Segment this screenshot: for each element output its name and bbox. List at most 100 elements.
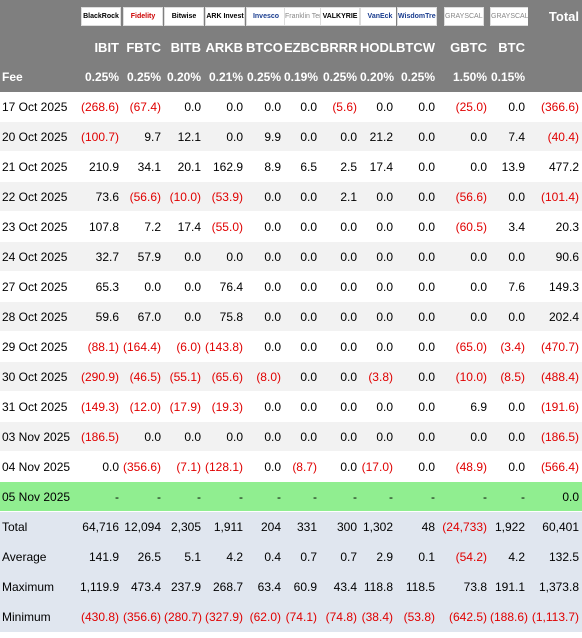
flow-cell: (12.0) bbox=[122, 392, 164, 422]
summary-cell: 48 bbox=[396, 512, 438, 542]
flow-cell: 0.0 bbox=[490, 182, 528, 212]
row-date: 05 Nov 2025 bbox=[0, 482, 80, 512]
summary-cell: 5.1 bbox=[164, 542, 204, 572]
summary-label: Average bbox=[0, 542, 80, 572]
flow-cell: 0.0 bbox=[246, 242, 284, 272]
row-date: 21 Oct 2025 bbox=[0, 152, 80, 182]
flow-cell: 0.0 bbox=[246, 92, 284, 122]
flow-cell: - bbox=[164, 482, 204, 512]
summary-rows: Total 64,716 12,094 2,305 1,911 204 331 300 1,30… bbox=[0, 512, 582, 632]
flow-cell: 0.0 bbox=[360, 422, 396, 452]
table-row: 17 Oct 2025 (268.6) (67.4) 0.0 0.0 0.0 0.0 (5.6… bbox=[0, 92, 582, 122]
summary-cell: (53.8) bbox=[396, 602, 438, 632]
flow-cell: 0.0 bbox=[438, 422, 490, 452]
flow-cell: 0.0 bbox=[204, 122, 246, 152]
summary-cell: 63.4 bbox=[246, 572, 284, 602]
flow-cell: 0.0 bbox=[360, 212, 396, 242]
flow-cell: (268.6) bbox=[80, 92, 122, 122]
summary-cell: 300 bbox=[320, 512, 360, 542]
flow-cell: 0.0 bbox=[80, 452, 122, 482]
flow-cell: 0.0 bbox=[284, 92, 320, 122]
flow-cell: 0.0 bbox=[320, 422, 360, 452]
flow-cell: 0.0 bbox=[438, 122, 490, 152]
summary-label: Minimum bbox=[0, 602, 80, 632]
flow-cell: 0.0 bbox=[320, 392, 360, 422]
ticker: EZBC bbox=[284, 32, 320, 62]
summary-cell: 1,302 bbox=[360, 512, 396, 542]
flow-cell: - bbox=[490, 482, 528, 512]
summary-row: Minimum (430.8) (356.6) (280.7) (327.9) (62.0… bbox=[0, 602, 582, 632]
flow-cell: 0.0 bbox=[490, 302, 528, 332]
table-row: 05 Nov 2025- - - - - - - - - - -0.0 bbox=[0, 482, 582, 512]
flow-cell: (290.9) bbox=[80, 362, 122, 392]
flow-cell: (149.3) bbox=[80, 392, 122, 422]
flow-cell: (48.9) bbox=[438, 452, 490, 482]
flow-cell: 210.9 bbox=[80, 152, 122, 182]
fidelity-logo: Fidelity bbox=[123, 6, 163, 26]
flow-cell: 0.0 bbox=[246, 452, 284, 482]
flow-cell: 0.0 bbox=[360, 242, 396, 272]
summary-cell: (356.6) bbox=[122, 602, 164, 632]
row-date: 20 Oct 2025 bbox=[0, 122, 80, 152]
flow-cell: 32.7 bbox=[80, 242, 122, 272]
summary-label: Total bbox=[0, 512, 80, 542]
summary-cell: 43.4 bbox=[320, 572, 360, 602]
flow-cell: 59.6 bbox=[80, 302, 122, 332]
row-date: 03 Nov 2025 bbox=[0, 422, 80, 452]
fee-value: 0.19% bbox=[284, 62, 320, 92]
row-date: 23 Oct 2025 bbox=[0, 212, 80, 242]
fee-value: 0.20% bbox=[360, 62, 396, 92]
flow-cell: 67.0 bbox=[122, 302, 164, 332]
summary-cell: (74.1) bbox=[284, 602, 320, 632]
flow-cell: 13.9 bbox=[490, 152, 528, 182]
ticker: GBTC bbox=[438, 32, 490, 62]
blackrock-logo: BlackRock bbox=[81, 6, 121, 26]
flow-cell: 0.0 bbox=[246, 332, 284, 362]
flow-cell: 0.0 bbox=[122, 422, 164, 452]
summary-cell: 1,119.9 bbox=[80, 572, 122, 602]
flow-cell: (17.0) bbox=[360, 452, 396, 482]
flow-cell: 21.2 bbox=[360, 122, 396, 152]
flow-cell: (56.6) bbox=[122, 182, 164, 212]
ticker: ARKB bbox=[204, 32, 246, 62]
flow-cell: (8.5) bbox=[490, 362, 528, 392]
summary-cell: 60.9 bbox=[284, 572, 320, 602]
flow-cell: 0.0 bbox=[284, 302, 320, 332]
summary-cell: 268.7 bbox=[204, 572, 246, 602]
summary-cell: 4.2 bbox=[204, 542, 246, 572]
table-row: 03 Nov 2025 (186.5) 0.0 0.0 0.0 0.0 0.0 0.0 0.0 0… bbox=[0, 422, 582, 452]
flow-cell: (40.4) bbox=[528, 122, 582, 152]
flow-cell: (55.1) bbox=[164, 362, 204, 392]
flow-cell: 0.0 bbox=[396, 242, 438, 272]
flow-cell: (143.8) bbox=[204, 332, 246, 362]
flow-cell: 0.0 bbox=[164, 92, 204, 122]
ticker: BITB bbox=[164, 32, 204, 62]
fee-value: 0.15% bbox=[490, 62, 528, 92]
summary-row: Total 64,716 12,094 2,305 1,911 204 331 300 1,30… bbox=[0, 512, 582, 542]
ticker: BTC bbox=[490, 32, 528, 62]
flow-cell: (10.0) bbox=[164, 182, 204, 212]
summary-row: Maximum 1,119.9 473.4 237.9 268.7 63.4 60.9 43.… bbox=[0, 572, 582, 602]
summary-cell: (54.2) bbox=[438, 542, 490, 572]
flow-cell: 0.0 bbox=[360, 332, 396, 362]
flow-cell: 0.0 bbox=[164, 422, 204, 452]
fee-value: 0.21% bbox=[204, 62, 246, 92]
flow-cell: 0.0 bbox=[438, 242, 490, 272]
flow-cell: - bbox=[320, 482, 360, 512]
flow-cell: 0.0 bbox=[320, 332, 360, 362]
table-row: 31 Oct 2025 (149.3) (12.0) (17.9) (19.3) 0.0 0… bbox=[0, 392, 582, 422]
flow-cell: 0.0 bbox=[396, 212, 438, 242]
bitwise-logo: Bitwise bbox=[164, 6, 204, 26]
flow-cell: 0.0 bbox=[164, 272, 204, 302]
summary-cell: 2,305 bbox=[164, 512, 204, 542]
flow-cell: (8.0) bbox=[246, 362, 284, 392]
flow-cell: 0.0 bbox=[204, 242, 246, 272]
flow-cell: 0.0 bbox=[396, 332, 438, 362]
summary-cell: 60,401 bbox=[528, 512, 582, 542]
flow-cell: 0.0 bbox=[164, 302, 204, 332]
flow-cell: 0.0 bbox=[246, 422, 284, 452]
flow-cell: 0.0 bbox=[164, 242, 204, 272]
flow-cell: 107.8 bbox=[80, 212, 122, 242]
summary-cell: 141.9 bbox=[80, 542, 122, 572]
invesco-logo: Invesco bbox=[246, 6, 284, 26]
